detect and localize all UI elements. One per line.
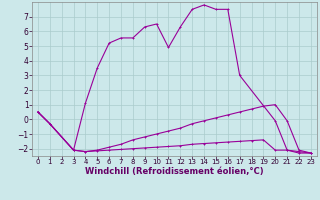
- X-axis label: Windchill (Refroidissement éolien,°C): Windchill (Refroidissement éolien,°C): [85, 167, 264, 176]
